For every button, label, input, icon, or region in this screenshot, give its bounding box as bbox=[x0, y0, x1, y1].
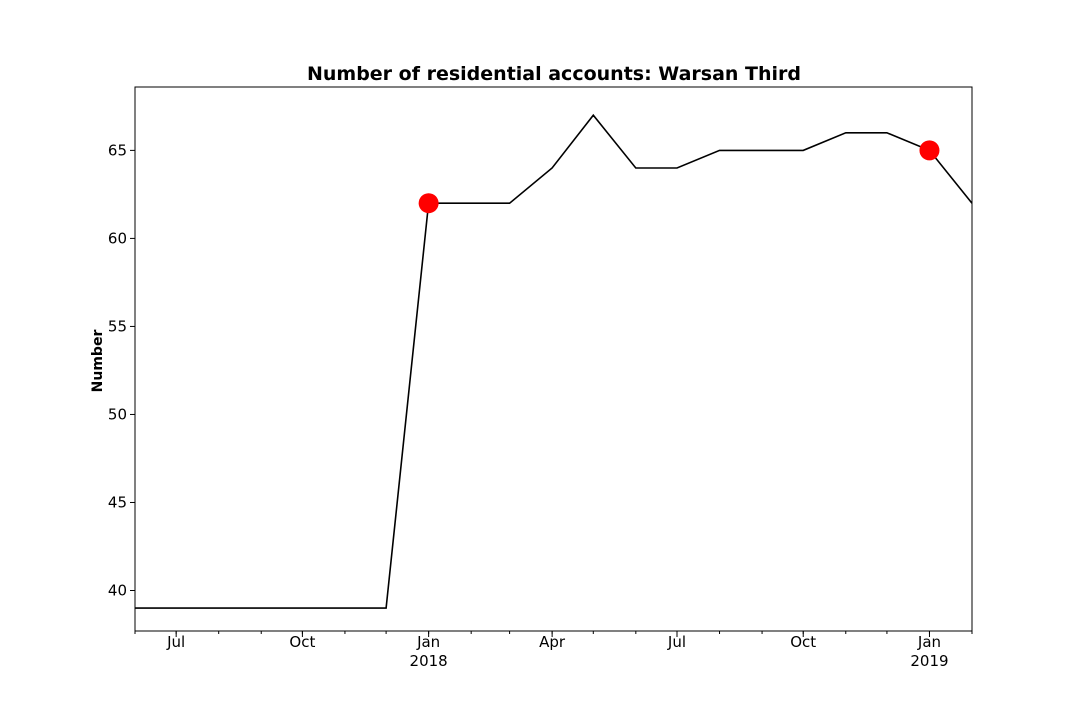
x-tick-label: Oct bbox=[790, 633, 816, 651]
y-tick-label: 60 bbox=[108, 229, 127, 247]
x-tick-year-label: 2019 bbox=[910, 652, 948, 670]
x-tick-label: Jul bbox=[166, 633, 185, 651]
x-tick-label: Apr bbox=[539, 633, 566, 651]
y-tick-label: 55 bbox=[108, 317, 127, 335]
x-tick-label: Jul bbox=[667, 633, 686, 651]
chart-title: Number of residential accounts: Warsan T… bbox=[307, 63, 801, 85]
highlight-marker bbox=[919, 140, 940, 161]
y-tick-label: 45 bbox=[108, 493, 127, 511]
x-tick-year-label: 2018 bbox=[410, 652, 448, 670]
plot-frame bbox=[134, 86, 973, 632]
x-tick-label: Jan bbox=[917, 633, 941, 651]
series-line bbox=[135, 113, 973, 609]
y-tick-label: 40 bbox=[108, 582, 127, 600]
x-tick-label: Jan bbox=[416, 633, 440, 651]
x-tick-label: Oct bbox=[289, 633, 315, 651]
y-tick-label: 65 bbox=[108, 141, 127, 159]
y-axis-label: Number bbox=[90, 330, 106, 393]
y-tick-label: 50 bbox=[108, 405, 127, 423]
highlight-marker bbox=[418, 193, 439, 214]
